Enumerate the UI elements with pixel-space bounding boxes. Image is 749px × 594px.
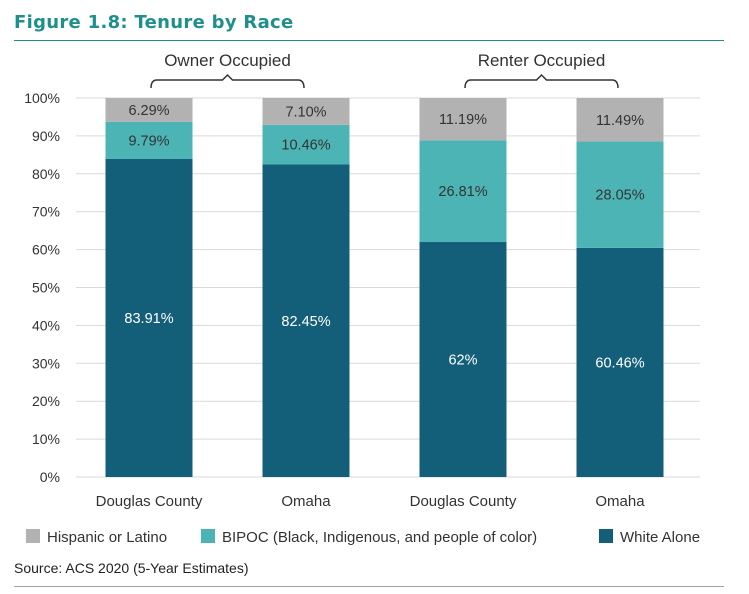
x-category-label: Douglas County (96, 493, 203, 510)
bar-segment (576, 98, 664, 142)
title-divider (14, 40, 724, 41)
bar-segment (576, 247, 664, 477)
y-tick-label: 100% (24, 90, 60, 106)
y-tick-label: 0% (40, 469, 60, 485)
bar-segment (105, 158, 193, 478)
group-brace (464, 73, 619, 89)
data-label: 60.46% (595, 355, 644, 371)
bar-segment (262, 164, 350, 477)
data-label: 11.19% (439, 112, 487, 128)
data-label: 7.10% (285, 104, 326, 120)
bottom-divider (14, 586, 724, 587)
y-tick-label: 90% (32, 128, 60, 144)
bar-segment (262, 97, 350, 125)
legend-swatch (201, 529, 215, 543)
x-category-label: Douglas County (410, 493, 517, 510)
data-label: 62% (448, 353, 477, 369)
data-label: 28.05% (595, 188, 644, 204)
data-label: 11.49% (596, 113, 644, 129)
legend-swatch (599, 529, 613, 543)
legend-swatch (26, 529, 40, 543)
y-tick-label: 80% (32, 166, 60, 182)
y-tick-label: 60% (32, 242, 60, 258)
legend-label: White Alone (620, 529, 700, 546)
figure-title: Figure 1.8: Tenure by Race (14, 12, 294, 33)
x-category-label: Omaha (595, 493, 645, 510)
bar-segment (105, 121, 193, 159)
y-tick-label: 20% (32, 393, 60, 409)
source-note: Source: ACS 2020 (5-Year Estimates) (14, 560, 249, 576)
group-brace (150, 73, 305, 89)
bar-segment (262, 124, 350, 165)
bar-segment (419, 140, 507, 243)
y-tick-label: 10% (32, 431, 60, 447)
bar-segment (419, 242, 507, 477)
group-label: Owner Occupied (164, 51, 291, 70)
x-category-label: Omaha (281, 493, 331, 510)
bar-segment (419, 98, 507, 141)
y-tick-label: 70% (32, 204, 60, 220)
data-label: 26.81% (438, 184, 487, 200)
bar-segment (105, 98, 193, 122)
bar-segment (576, 141, 664, 248)
data-label: 83.91% (124, 311, 173, 327)
y-tick-label: 50% (32, 280, 60, 296)
y-tick-label: 30% (32, 355, 60, 371)
data-label: 9.79% (128, 133, 169, 149)
data-label: 82.45% (281, 314, 330, 330)
data-label: 6.29% (128, 103, 169, 119)
y-tick-label: 40% (32, 317, 60, 333)
legend-label: BIPOC (Black, Indigenous, and people of … (222, 529, 537, 546)
legend-label: Hispanic or Latino (47, 529, 167, 546)
data-label: 10.46% (281, 138, 330, 154)
group-label: Renter Occupied (478, 51, 606, 70)
